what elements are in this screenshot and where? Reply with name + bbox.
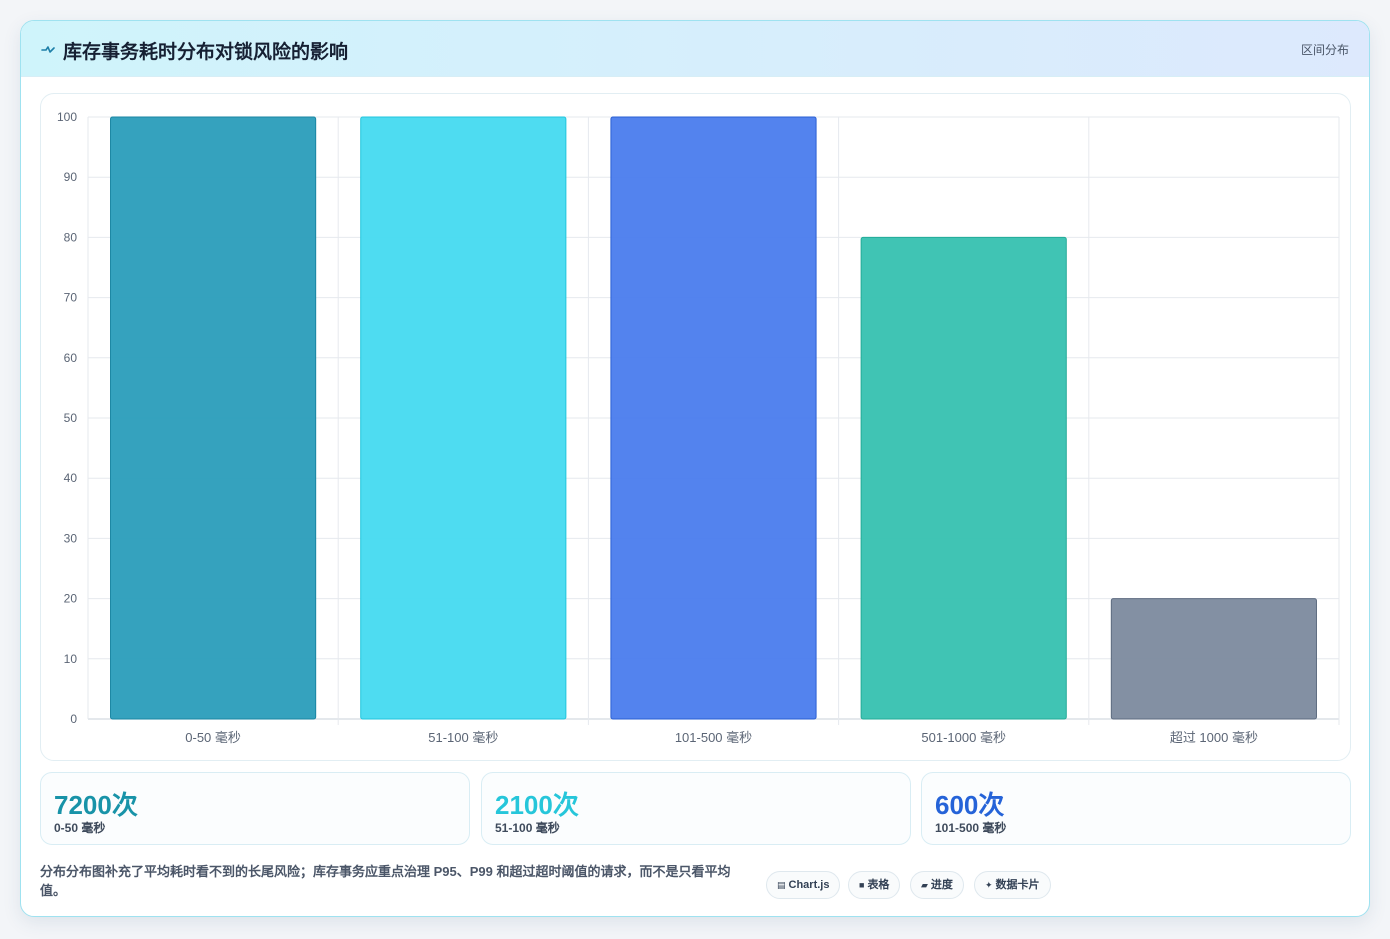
- chip-label: 进度: [930, 879, 953, 891]
- stat-card: 600次 101-500 毫秒: [921, 772, 1351, 845]
- stat-value: 600次: [935, 790, 1005, 820]
- y-tick-label: 70: [64, 291, 78, 305]
- bar: [1110, 598, 1317, 720]
- bar-chart: 0 10 20 30 40 50 60 70 80 90 100 0-50 毫秒 51-100 毫秒 10…: [57, 110, 1340, 745]
- chip-chartjs[interactable]: ▤ Chart.js: [766, 871, 841, 899]
- x-tick-label: 51-100 毫秒: [428, 730, 498, 745]
- card-header: 库存事务耗时分布对锁风险的影响 区间分布: [21, 21, 1369, 77]
- progress-icon: ▰: [921, 880, 928, 890]
- chart-card: 库存事务耗时分布对锁风险的影响 区间分布 0 10 20 30 40 50 60 70 80 90…: [20, 20, 1370, 917]
- chip-label: 表格: [867, 879, 890, 891]
- y-tick-label: 50: [64, 411, 78, 425]
- y-tick-label: 10: [64, 652, 78, 666]
- y-tick-label: 100: [57, 110, 77, 124]
- table-icon: ■: [859, 880, 865, 890]
- stat-cards: 7200次 0-50 毫秒 2100次 51-100 毫秒 600次 101-5…: [40, 772, 1351, 845]
- sparkle-icon: ✦: [985, 880, 993, 890]
- stat-label: 101-500 毫秒: [935, 821, 1007, 835]
- stat-label: 51-100 毫秒: [495, 821, 560, 835]
- pulse-icon: [41, 46, 55, 53]
- stat-label: 0-50 毫秒: [54, 821, 106, 835]
- bar: [360, 116, 567, 720]
- stat-card: 2100次 51-100 毫秒: [481, 772, 911, 845]
- bar: [110, 116, 317, 720]
- y-tick-label: 60: [64, 351, 78, 365]
- chip-label: 数据卡片: [995, 879, 1040, 891]
- chip-progress[interactable]: ▰ 进度: [910, 871, 964, 899]
- stat-card: 7200次 0-50 毫秒: [40, 772, 470, 845]
- y-tick-label: 30: [64, 531, 78, 545]
- y-tick-label: 40: [64, 471, 78, 485]
- x-tick-label: 0-50 毫秒: [185, 730, 241, 745]
- bar: [610, 116, 817, 720]
- chart-type-tag: 区间分布: [1300, 43, 1349, 57]
- x-tick-label: 超过 1000 毫秒: [1170, 730, 1258, 745]
- chip-table[interactable]: ■ 表格: [848, 871, 901, 899]
- bar: [860, 236, 1067, 720]
- x-tick-label: 101-500 毫秒: [675, 730, 752, 745]
- stat-value: 2100次: [495, 790, 579, 820]
- y-tick-label: 90: [64, 170, 78, 184]
- chip-label: Chart.js: [788, 879, 830, 891]
- chart-title: 库存事务耗时分布对锁风险的影响: [63, 42, 349, 63]
- chip-data-card[interactable]: ✦ 数据卡片: [974, 871, 1051, 899]
- stat-value: 7200次: [54, 790, 138, 820]
- y-tick-label: 80: [64, 230, 78, 244]
- plot-area: 0 10 20 30 40 50 60 70 80 90 100 0-50 毫秒 51-100 毫秒 10…: [40, 93, 1351, 761]
- y-tick-label: 0: [70, 712, 77, 726]
- y-tick-label: 20: [64, 592, 78, 606]
- summary-note: 分布分布图补充了平均耗时看不到的长尾风险；库存事务应重点治理 P95、P99 和…: [40, 864, 731, 898]
- chart-icon: ▤: [777, 880, 786, 890]
- x-tick-label: 501-1000 毫秒: [921, 730, 1006, 745]
